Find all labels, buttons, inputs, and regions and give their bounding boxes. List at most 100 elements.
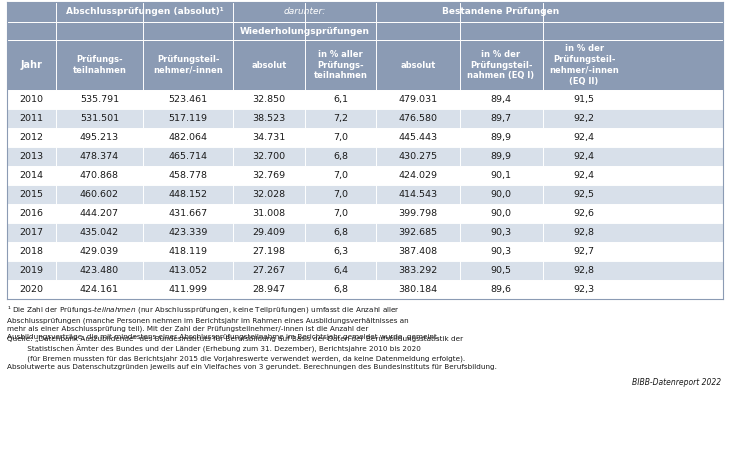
Text: 91,5: 91,5 [574,95,595,104]
Text: 92,8: 92,8 [574,266,595,275]
Text: 92,4: 92,4 [574,133,595,142]
Text: 90,3: 90,3 [491,228,512,237]
Bar [7,166,723,185]
Text: 89,9: 89,9 [491,133,512,142]
Text: 387.408: 387.408 [399,247,437,256]
Text: 32.028: 32.028 [253,190,285,199]
Text: 92,4: 92,4 [574,152,595,161]
Text: BIBB-Datenreport 2022: BIBB-Datenreport 2022 [632,378,721,387]
Text: Prüfungsteil-
nehmer/-innen: Prüfungsteil- nehmer/-innen [153,55,223,75]
Bar [7,204,723,223]
Text: 424.029: 424.029 [399,171,437,180]
Text: 2012: 2012 [19,133,43,142]
Text: 523.461: 523.461 [169,95,208,104]
Text: 392.685: 392.685 [399,228,437,237]
Text: ¹ Die Zahl der Prüfungs‑$\it{teilnahmen}$ (nur Abschlussprüfungen, keine Teilprü: ¹ Die Zahl der Prüfungs‑$\it{teilnahmen}… [7,304,439,340]
Text: 435.042: 435.042 [80,228,119,237]
Bar [7,280,723,299]
Text: 38.523: 38.523 [253,114,285,123]
Text: 90,0: 90,0 [491,190,512,199]
Text: 6,4: 6,4 [333,266,348,275]
Text: 92,6: 92,6 [574,209,595,218]
Text: 7,0: 7,0 [333,171,348,180]
Text: in % der
Prüfungsteil-
nehmer/-innen
(EQ II): in % der Prüfungsteil- nehmer/-innen (EQ… [549,44,619,86]
Text: 517.119: 517.119 [169,114,207,123]
Text: 2017: 2017 [19,228,43,237]
Bar [7,223,723,242]
Text: 424.161: 424.161 [80,285,119,294]
Bar [7,2,723,22]
Text: Bestandene Prüfungen: Bestandene Prüfungen [442,8,560,16]
Text: 383.292: 383.292 [399,266,437,275]
Text: 92,4: 92,4 [574,171,595,180]
Bar [7,128,723,147]
Text: 2016: 2016 [19,209,43,218]
Text: 465.714: 465.714 [169,152,207,161]
Text: 482.064: 482.064 [169,133,207,142]
Text: 2014: 2014 [19,171,43,180]
Bar [7,185,723,204]
Text: 470.868: 470.868 [80,171,119,180]
Text: 2018: 2018 [19,247,43,256]
Text: 448.152: 448.152 [169,190,207,199]
Text: Prüfungs-
teilnahmen: Prüfungs- teilnahmen [72,55,126,75]
Text: 89,6: 89,6 [491,285,512,294]
Bar [7,90,723,109]
Text: 90,5: 90,5 [491,266,512,275]
Text: Jahr: Jahr [20,60,42,70]
Text: 6,8: 6,8 [333,285,348,294]
Text: 89,4: 89,4 [491,95,512,104]
Text: 2011: 2011 [19,114,43,123]
Text: 29.409: 29.409 [253,228,285,237]
Text: 7,0: 7,0 [333,133,348,142]
Text: 92,2: 92,2 [574,114,595,123]
Text: 31.008: 31.008 [253,209,285,218]
Text: 90,3: 90,3 [491,247,512,256]
Text: 531.501: 531.501 [80,114,119,123]
Text: 6,8: 6,8 [333,152,348,161]
Text: 458.778: 458.778 [169,171,207,180]
Bar [7,147,723,166]
Bar [7,40,723,90]
Bar [7,22,723,40]
Text: 444.207: 444.207 [80,209,119,218]
Text: 7,2: 7,2 [333,114,348,123]
Bar [7,242,723,261]
Text: Wiederholungsprüfungen: Wiederholungsprüfungen [240,26,370,36]
Text: Abschlussprüfungen (absolut)¹: Abschlussprüfungen (absolut)¹ [66,8,223,16]
Text: 431.667: 431.667 [169,209,208,218]
Text: 418.119: 418.119 [169,247,207,256]
Text: 478.374: 478.374 [80,152,119,161]
Text: 32.700: 32.700 [253,152,285,161]
Text: 6,3: 6,3 [333,247,348,256]
Text: 414.543: 414.543 [399,190,437,199]
Text: 2019: 2019 [19,266,43,275]
Text: 476.580: 476.580 [399,114,437,123]
Text: in % der
Prüfungsteil-
nahmen (EQ I): in % der Prüfungsteil- nahmen (EQ I) [467,50,534,80]
Text: 423.339: 423.339 [169,228,208,237]
Text: 34.731: 34.731 [253,133,285,142]
Text: Quelle: „Datenbank Auszubildende“ des Bundesinstituts für Berufsbildung auf Basi: Quelle: „Datenbank Auszubildende“ des Bu… [7,336,497,369]
Text: 2020: 2020 [19,285,43,294]
Text: 2013: 2013 [19,152,43,161]
Text: 92,7: 92,7 [574,247,595,256]
Text: 90,1: 90,1 [491,171,512,180]
Text: 90,0: 90,0 [491,209,512,218]
Text: 92,8: 92,8 [574,228,595,237]
Text: 6,8: 6,8 [333,228,348,237]
Text: in % aller
Prüfungs-
teilnahmen: in % aller Prüfungs- teilnahmen [314,50,368,80]
Text: 6,1: 6,1 [333,95,348,104]
Text: 89,9: 89,9 [491,152,512,161]
Text: 2010: 2010 [19,95,43,104]
Text: 445.443: 445.443 [399,133,437,142]
Text: 535.791: 535.791 [80,95,119,104]
Bar [7,261,723,280]
Text: 92,5: 92,5 [574,190,595,199]
Text: 423.480: 423.480 [80,266,119,275]
Text: 7,0: 7,0 [333,190,348,199]
Text: 32.850: 32.850 [253,95,285,104]
Text: 28.947: 28.947 [253,285,285,294]
Text: 429.039: 429.039 [80,247,119,256]
Text: 399.798: 399.798 [399,209,437,218]
Text: 413.052: 413.052 [169,266,208,275]
